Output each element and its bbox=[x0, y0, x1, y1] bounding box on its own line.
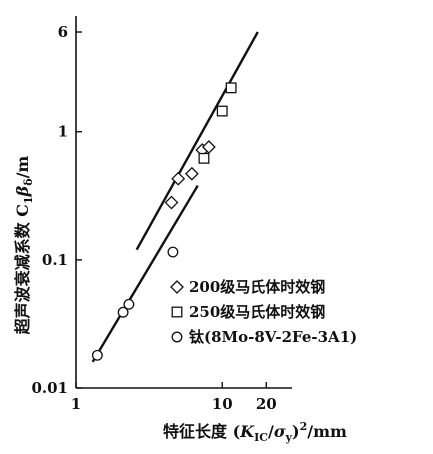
x-tick-label: 1 bbox=[71, 395, 81, 413]
diamond-point bbox=[164, 195, 179, 210]
circle-point bbox=[123, 298, 135, 310]
legend-label: 200级马氏体时效钢 bbox=[189, 278, 325, 296]
legend-label: 钛(8Mo-8V-2Fe-3A1) bbox=[189, 328, 357, 346]
x-axis-title: 特征长度 (KIC/σy)2/mm bbox=[163, 420, 347, 444]
legend-label: 250级马氏体时效钢 bbox=[189, 303, 325, 321]
legend-circle-marker bbox=[171, 331, 183, 343]
y-tick-label: 0.01 bbox=[31, 379, 68, 397]
y-axis-title: 超声波衰减系数 C1βδ/m bbox=[13, 156, 35, 336]
y-tick-label: 0.1 bbox=[42, 251, 68, 269]
circle-point bbox=[117, 306, 129, 318]
legend-square-marker bbox=[171, 306, 183, 318]
diamond-point bbox=[184, 166, 199, 181]
x-tick-label: 20 bbox=[256, 395, 277, 413]
y-tick-label: 1 bbox=[58, 123, 68, 141]
fit-lines bbox=[91, 31, 259, 363]
square-point bbox=[198, 152, 210, 164]
circle-point bbox=[91, 349, 103, 361]
diamond-point bbox=[171, 171, 186, 186]
y-tick-label: 6 bbox=[58, 23, 68, 41]
x-tick-label: 10 bbox=[212, 395, 233, 413]
square-point bbox=[216, 105, 228, 117]
legend-diamond-marker bbox=[170, 280, 184, 294]
fit-line bbox=[135, 31, 259, 251]
circle-point bbox=[167, 246, 179, 258]
square-point bbox=[225, 82, 237, 94]
axes bbox=[75, 16, 292, 389]
fit-line bbox=[91, 184, 199, 363]
ticks: 0.01 0.1 1 6 1 10 20 bbox=[31, 23, 276, 413]
data-points bbox=[91, 82, 237, 361]
